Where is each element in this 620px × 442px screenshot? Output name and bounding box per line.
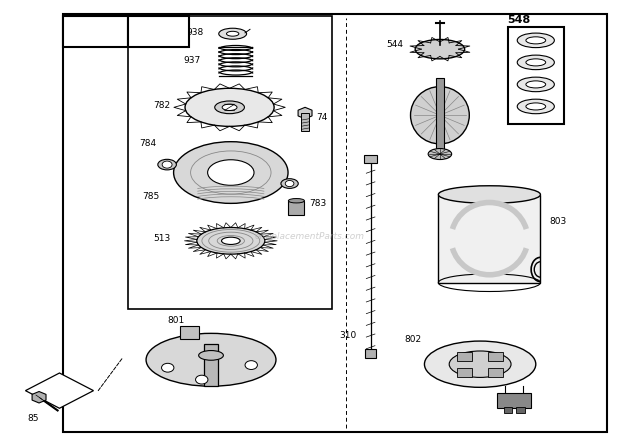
- Bar: [457, 352, 472, 361]
- Ellipse shape: [517, 99, 554, 114]
- Ellipse shape: [158, 159, 176, 170]
- Text: 510: 510: [147, 27, 170, 37]
- Ellipse shape: [197, 228, 265, 254]
- Ellipse shape: [415, 39, 464, 59]
- Text: 938: 938: [186, 28, 203, 37]
- Circle shape: [162, 363, 174, 372]
- Bar: [508, 27, 564, 124]
- Text: 309: 309: [84, 27, 107, 37]
- Text: 937: 937: [183, 56, 200, 65]
- Bar: [365, 349, 376, 358]
- Ellipse shape: [449, 351, 511, 377]
- Bar: [128, 16, 189, 47]
- Text: 801: 801: [168, 316, 185, 324]
- Ellipse shape: [208, 160, 254, 185]
- Circle shape: [245, 361, 257, 370]
- Ellipse shape: [428, 149, 451, 160]
- Ellipse shape: [526, 59, 546, 66]
- Text: 310: 310: [340, 331, 357, 340]
- Bar: [180, 326, 198, 339]
- Bar: [364, 155, 378, 163]
- Ellipse shape: [425, 341, 536, 387]
- Text: 548: 548: [507, 15, 530, 25]
- Ellipse shape: [410, 87, 469, 144]
- Bar: [488, 352, 503, 361]
- Bar: [288, 201, 304, 215]
- Bar: [63, 14, 607, 432]
- Polygon shape: [25, 373, 94, 408]
- Circle shape: [285, 180, 294, 187]
- Ellipse shape: [526, 37, 546, 44]
- Ellipse shape: [526, 103, 546, 110]
- Text: 74: 74: [316, 113, 327, 122]
- Bar: [128, 16, 332, 309]
- Ellipse shape: [281, 179, 298, 188]
- Bar: [438, 194, 541, 283]
- Bar: [457, 368, 472, 377]
- Ellipse shape: [222, 104, 237, 110]
- Ellipse shape: [438, 186, 541, 203]
- Text: 85: 85: [27, 414, 38, 423]
- Ellipse shape: [185, 88, 274, 126]
- Ellipse shape: [198, 351, 223, 360]
- Ellipse shape: [215, 101, 244, 114]
- Ellipse shape: [288, 198, 304, 203]
- Bar: [63, 16, 128, 47]
- Bar: [503, 408, 512, 413]
- Bar: [436, 78, 445, 152]
- Ellipse shape: [517, 77, 554, 91]
- Ellipse shape: [517, 33, 554, 48]
- Bar: [516, 408, 525, 413]
- Circle shape: [162, 161, 172, 168]
- Circle shape: [195, 375, 208, 384]
- Ellipse shape: [526, 81, 546, 88]
- Ellipse shape: [517, 55, 554, 70]
- Text: 802: 802: [404, 335, 422, 344]
- Text: 544: 544: [386, 40, 403, 49]
- Text: 783: 783: [309, 199, 326, 208]
- Bar: [301, 113, 309, 131]
- Ellipse shape: [221, 237, 240, 244]
- Text: 782: 782: [154, 101, 171, 110]
- Text: 784: 784: [140, 139, 157, 149]
- Ellipse shape: [226, 31, 239, 36]
- Text: eReplacementParts.com: eReplacementParts.com: [255, 232, 365, 241]
- Text: 785: 785: [143, 192, 160, 201]
- Bar: [203, 344, 218, 386]
- Ellipse shape: [146, 333, 276, 386]
- Bar: [497, 393, 531, 408]
- Bar: [488, 368, 503, 377]
- Text: 513: 513: [153, 234, 170, 243]
- Ellipse shape: [219, 28, 247, 39]
- Text: 803: 803: [550, 217, 567, 225]
- Ellipse shape: [174, 142, 288, 203]
